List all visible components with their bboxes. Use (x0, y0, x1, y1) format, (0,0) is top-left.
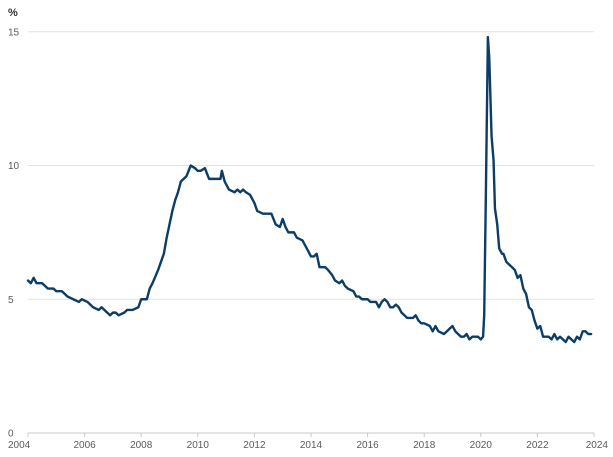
x-tick-label-2022: 2022 (526, 440, 549, 451)
x-tick-label-2004: 2004 (8, 440, 31, 451)
series-layer (26, 35, 593, 344)
x-axis-ticks: 2004 2006 2008 2010 2012 2014 2016 2018 2020 2022… (8, 433, 608, 451)
y-tick-label-15: 15 (8, 27, 20, 38)
gridlines (28, 31, 594, 300)
x-tick-label-2008: 2008 (130, 440, 153, 451)
x-tick-label-2018: 2018 (413, 440, 436, 451)
x-tick-label-2012: 2012 (243, 440, 266, 451)
y-tick-label-5: 5 (8, 295, 14, 306)
x-tick-label-2024: 2024 (586, 440, 609, 451)
y-tick-label-0: 0 (8, 429, 14, 440)
y-axis-ticks: 0 5 10 15 (8, 27, 20, 439)
series-line-0 (26, 35, 593, 344)
y-tick-label-10: 10 (8, 161, 20, 172)
y-axis-unit-label: % (8, 7, 18, 19)
x-tick-label-2006: 2006 (73, 440, 96, 451)
x-tick-label-2016: 2016 (356, 440, 379, 451)
x-tick-label-2014: 2014 (300, 440, 323, 451)
x-tick-label-2020: 2020 (470, 440, 493, 451)
x-tick-label-2010: 2010 (187, 440, 210, 451)
